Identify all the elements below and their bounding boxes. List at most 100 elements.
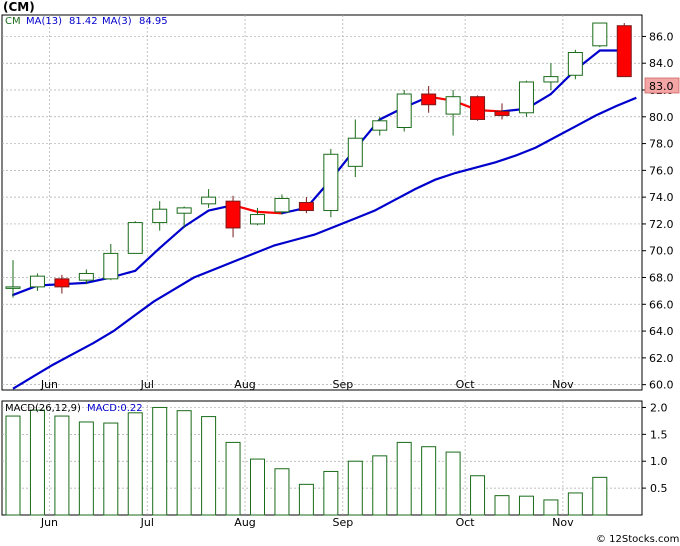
macd-bar <box>396 441 412 516</box>
price-y-tick-label: 60.0 <box>649 379 674 392</box>
ma3-line-segment <box>183 209 210 228</box>
macd-bar <box>494 495 510 516</box>
price-month-label: Sep <box>332 378 353 391</box>
macd-bar <box>5 415 21 516</box>
macd-month-label: Aug <box>234 516 255 529</box>
macd-bar <box>176 410 192 516</box>
macd-bar <box>78 421 94 516</box>
ma3-line-segment <box>158 225 186 250</box>
candle <box>543 63 559 90</box>
macd-bar <box>421 446 437 516</box>
price-x-axis: Jun Jul Aug Sep Oct Nov <box>40 378 574 391</box>
candle <box>347 119 363 178</box>
candle <box>298 197 314 214</box>
ma3-line-segment <box>134 246 161 272</box>
candle-body-up <box>274 197 290 213</box>
candle <box>323 148 339 218</box>
candle <box>201 189 217 208</box>
macd-y-tick-label: 1.0 <box>650 455 668 468</box>
candle-body-up <box>347 137 363 167</box>
candle <box>225 195 241 238</box>
macd-bar <box>347 460 363 516</box>
candle <box>372 116 388 136</box>
macd-bar <box>201 416 217 516</box>
price-y-tick-label: 86.0 <box>649 30 674 43</box>
candle-body-up <box>567 52 583 76</box>
price-month-label: Aug <box>234 378 255 391</box>
price-month-label: Oct <box>456 378 476 391</box>
price-y-axis: 60.0 62.0 64.0 66.0 68.0 70.0 72.0 74.0 76.0 78.0… <box>642 30 674 392</box>
macd-bar <box>127 412 143 516</box>
macd-bar <box>152 406 168 516</box>
candle-body-up <box>29 275 45 288</box>
legend-ma13-label: MA(13) <box>26 16 62 27</box>
candle <box>616 23 632 78</box>
price-y-tick-label: 84.0 <box>649 57 674 70</box>
price-y-tick-label: 68.0 <box>649 272 674 285</box>
macd-bar <box>445 451 461 516</box>
macd-bar <box>298 483 314 516</box>
macd-bar <box>470 475 486 516</box>
candle <box>250 207 265 226</box>
macd-panel-frame <box>1 400 643 516</box>
price-y-tick-label: 74.0 <box>649 191 674 204</box>
candle <box>518 80 534 117</box>
macd-bar <box>323 470 339 516</box>
macd-bar <box>518 495 534 516</box>
price-legend: CM MA(13) 81.42 MA(3) 84.95 <box>5 16 168 27</box>
macd-grid <box>2 401 642 515</box>
legend-macd-label: MACD(26,12,9) <box>5 403 81 414</box>
site-credit: © 12Stocks.com <box>596 534 679 545</box>
candle-body-up <box>127 222 143 254</box>
candle-body-down <box>616 25 632 78</box>
ma13-series <box>12 96 637 390</box>
macd-y-tick-label: 1.5 <box>650 428 668 441</box>
candle-body-up <box>250 214 265 225</box>
macd-y-tick-label: 2.0 <box>650 401 668 414</box>
price-y-tick-label: 62.0 <box>649 352 674 365</box>
price-y-tick-label: 66.0 <box>649 298 674 311</box>
candle <box>494 103 510 120</box>
macd-y-tick-label: 0.5 <box>650 482 668 495</box>
candle-body-up <box>78 272 94 281</box>
macd-x-axis: Jun Jul Aug Sep Oct Nov <box>40 516 574 529</box>
candle-body-up <box>103 252 119 280</box>
price-y-tick-label: 78.0 <box>649 138 674 151</box>
candle-body-up <box>445 96 461 115</box>
price-grid <box>2 15 642 390</box>
price-y-tick-label: 80.0 <box>649 111 674 124</box>
price-panel-frame <box>1 14 643 391</box>
price-y-tick-label: 70.0 <box>649 245 674 258</box>
candle <box>103 244 119 281</box>
last-price-box <box>644 77 680 94</box>
candle <box>29 273 45 291</box>
price-y-tick-label: 64.0 <box>649 325 674 338</box>
candle-body-down <box>298 202 314 212</box>
candle-body-down <box>225 200 241 229</box>
macd-bar <box>567 492 583 516</box>
macd-bar <box>103 422 119 516</box>
candle-body-up <box>518 81 534 114</box>
candle <box>127 221 143 254</box>
macd-bar <box>372 455 388 516</box>
legend-ticker: CM <box>5 16 21 27</box>
macd-bar <box>250 458 265 516</box>
candle <box>152 201 168 231</box>
macd-bar-series <box>5 406 608 516</box>
legend-ma3-value: 84.95 <box>139 16 168 27</box>
legend-ma13-value: 81.42 <box>69 16 98 27</box>
last-price-label: 83.0 <box>649 80 674 93</box>
candle <box>78 269 94 285</box>
ticker-title: (CM) <box>3 0 35 14</box>
legend-ma3-label: MA(3) <box>102 16 132 27</box>
macd-bar <box>29 409 45 516</box>
price-panel: 60.0 62.0 64.0 66.0 68.0 70.0 72.0 74.0 76.0 78.0… <box>1 14 680 392</box>
macd-month-label: Jul <box>140 516 154 529</box>
candle-body-down <box>494 110 510 116</box>
candle-body-up <box>372 120 388 131</box>
macd-bar <box>592 476 608 516</box>
candle-body-up <box>396 93 412 129</box>
legend-macd-value: MACD:0.22 <box>87 403 143 414</box>
candle-body-up <box>201 196 217 205</box>
candle-body-up <box>152 208 168 224</box>
